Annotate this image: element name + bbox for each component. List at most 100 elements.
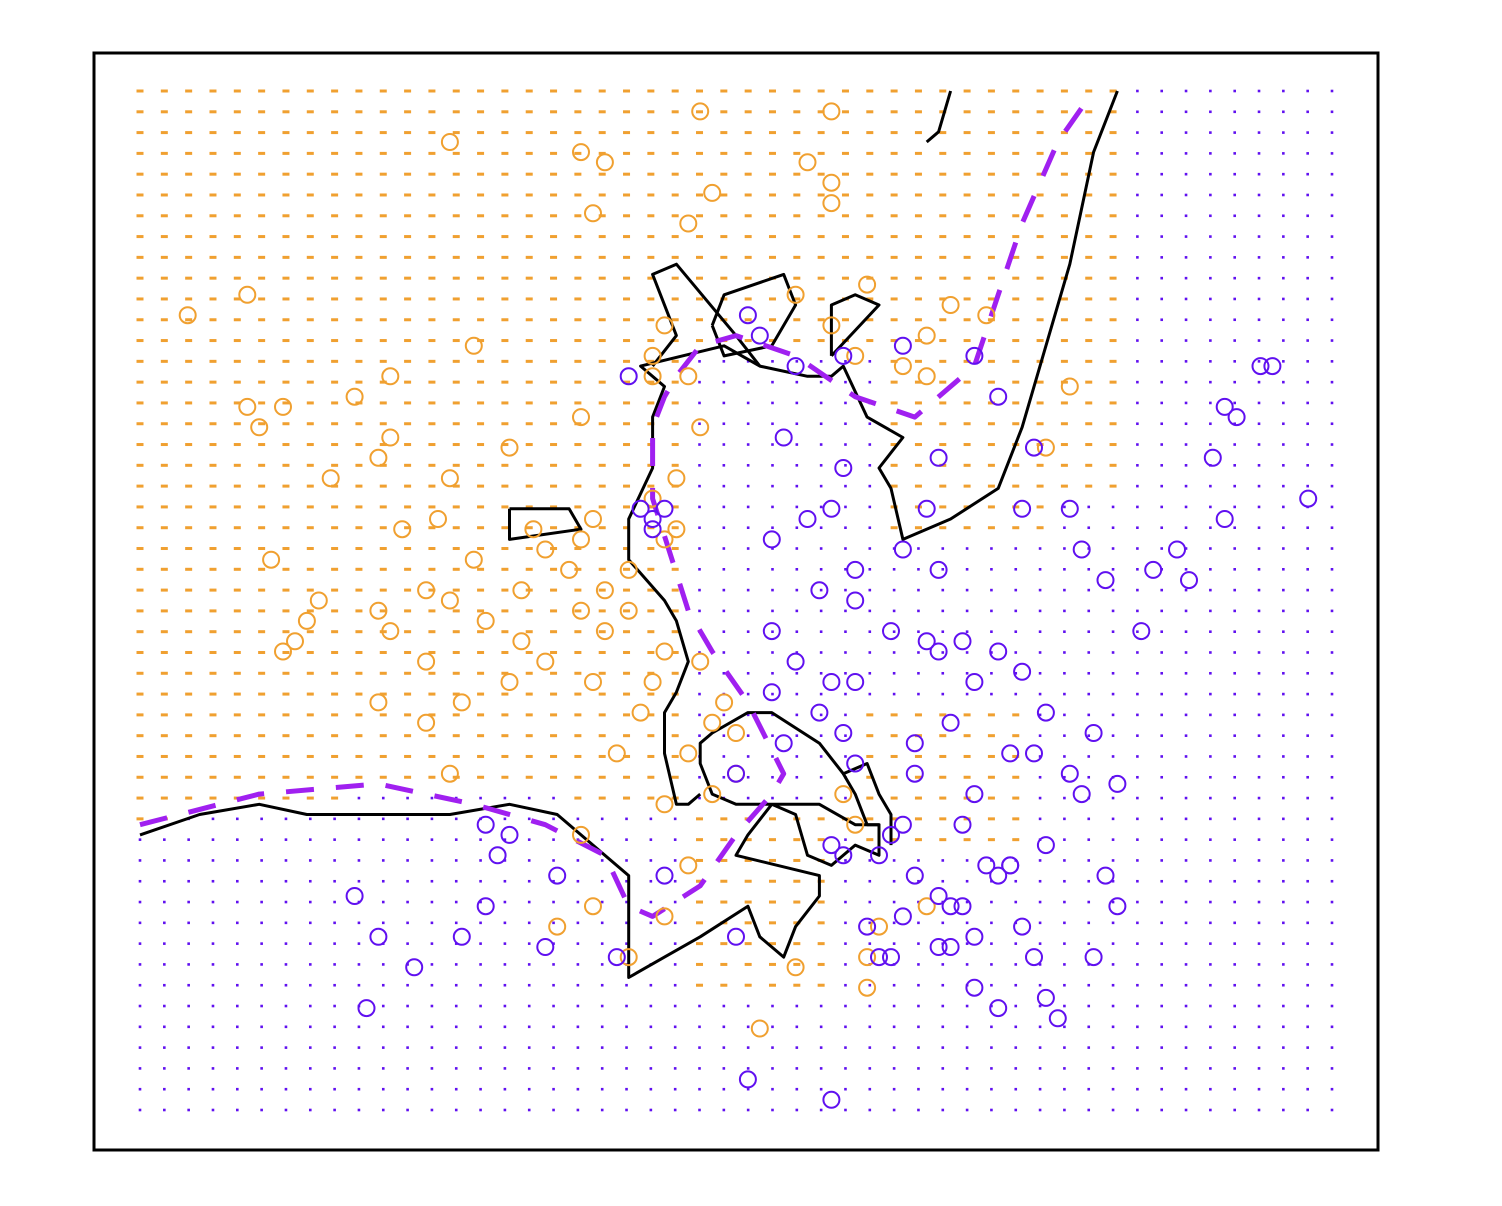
bg-mark-orange: [452, 526, 460, 530]
bg-mark-purple: [722, 755, 726, 758]
point-purple: [965, 673, 984, 691]
bg-mark-purple: [333, 900, 336, 904]
bg-mark-purple: [965, 1067, 969, 1070]
bg-mark-orange: [404, 193, 412, 197]
bg-mark-orange: [404, 89, 412, 93]
bg-mark-orange: [136, 443, 144, 447]
bg-mark-orange: [501, 713, 509, 717]
bg-mark-orange: [525, 754, 533, 758]
bg-mark-orange: [525, 339, 533, 343]
bg-mark-orange: [793, 151, 801, 155]
bg-mark-purple: [1038, 1025, 1042, 1029]
bg-mark-orange: [355, 110, 363, 114]
bg-mark-orange: [428, 401, 436, 405]
bg-mark-orange: [598, 214, 606, 218]
bg-mark-purple: [844, 1046, 847, 1049]
bg-mark-orange: [647, 235, 655, 239]
bg-mark-orange: [1036, 255, 1044, 259]
bg-mark-purple: [625, 1046, 628, 1049]
bg-mark-orange: [623, 276, 631, 280]
bg-mark-purple: [576, 1108, 580, 1112]
bg-mark-purple: [1233, 526, 1236, 530]
bg-mark-orange: [768, 983, 776, 987]
bg-mark-purple: [1282, 1067, 1285, 1070]
bg-mark-purple: [868, 360, 872, 363]
bg-mark-orange: [1085, 235, 1093, 239]
bg-mark-orange: [987, 172, 995, 176]
bg-mark-purple: [576, 1025, 580, 1029]
bg-mark-orange: [452, 318, 460, 322]
bg-mark-orange: [209, 131, 217, 135]
bg-mark-purple: [576, 817, 580, 821]
bg-mark-orange: [233, 775, 241, 779]
bg-mark-orange: [574, 214, 582, 218]
bg-mark-purple: [625, 900, 628, 904]
bg-mark-orange: [282, 796, 290, 800]
bg-mark-purple: [990, 1067, 993, 1070]
bg-mark-purple: [406, 817, 409, 821]
bg-mark-orange: [136, 89, 144, 93]
bg-mark-purple: [1160, 671, 1164, 675]
bg-mark-orange: [477, 255, 485, 259]
bg-mark-orange: [890, 359, 898, 363]
bg-mark-purple: [1160, 360, 1164, 363]
point-purple: [1215, 510, 1234, 528]
bg-mark-orange: [1060, 443, 1068, 447]
bg-mark-orange: [671, 650, 679, 654]
bg-mark-orange: [939, 255, 947, 259]
bg-mark-purple: [1306, 734, 1309, 737]
bg-mark-orange: [306, 547, 314, 551]
bg-mark-orange: [623, 401, 631, 405]
bg-mark-purple: [844, 942, 847, 945]
bg-mark-orange: [598, 110, 606, 114]
bg-mark-purple: [1233, 651, 1236, 654]
point-orange: [786, 958, 805, 977]
bg-mark-purple: [698, 1025, 701, 1029]
bg-mark-orange: [501, 235, 509, 239]
bg-mark-purple: [1087, 505, 1091, 509]
point-orange: [679, 856, 698, 875]
bg-mark-orange: [209, 630, 217, 634]
bg-mark-orange: [452, 754, 460, 758]
bg-mark-purple: [625, 1087, 628, 1091]
point-purple: [369, 927, 388, 946]
point-orange: [464, 550, 483, 569]
bg-mark-orange: [160, 255, 168, 259]
bg-mark-purple: [844, 983, 847, 987]
bg-mark-purple: [746, 588, 750, 592]
bg-mark-orange: [306, 131, 314, 135]
bg-mark-purple: [990, 963, 993, 966]
bg-mark-orange: [404, 775, 412, 779]
bg-mark-purple: [284, 879, 288, 883]
bg-mark-orange: [258, 650, 266, 654]
bg-mark-orange: [282, 297, 290, 301]
bg-mark-purple: [1136, 1108, 1139, 1112]
bg-mark-purple: [163, 1087, 166, 1091]
bg-mark-orange: [209, 276, 217, 280]
bg-mark-purple: [990, 588, 993, 592]
bg-mark-orange: [817, 962, 825, 966]
bg-mark-purple: [1209, 276, 1212, 280]
bg-mark-orange: [404, 609, 412, 613]
point-orange: [655, 530, 674, 549]
point-purple: [929, 448, 948, 467]
bg-mark-orange: [258, 734, 266, 738]
bg-mark-orange: [501, 547, 509, 551]
bg-mark-purple: [1330, 401, 1334, 405]
bg-mark-purple: [260, 859, 263, 862]
point-purple: [762, 530, 781, 549]
bg-mark-orange: [768, 817, 776, 821]
bg-mark-purple: [1111, 1067, 1115, 1070]
bg-mark-purple: [1160, 1025, 1164, 1029]
bg-mark-orange: [987, 713, 995, 717]
point-purple: [882, 825, 900, 844]
bg-mark-orange: [209, 422, 217, 426]
bg-mark-orange: [866, 318, 874, 322]
bg-mark-orange: [209, 297, 217, 301]
bg-mark-orange: [623, 297, 631, 301]
bg-mark-orange: [185, 297, 193, 301]
bg-mark-orange: [209, 754, 217, 758]
bg-mark-purple: [284, 859, 288, 862]
bg-mark-orange: [160, 671, 168, 675]
bg-mark-orange: [160, 588, 168, 592]
